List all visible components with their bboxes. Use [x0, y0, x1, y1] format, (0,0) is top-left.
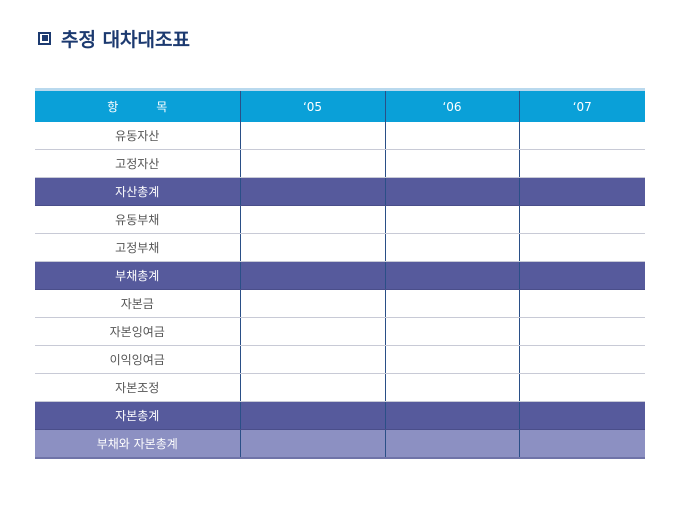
row-label: 고정부채 — [35, 233, 240, 262]
value-cell — [518, 345, 645, 374]
value-cell — [384, 401, 519, 430]
value-cell — [239, 289, 385, 318]
table-row: 유동자산 — [35, 122, 645, 150]
table-row: 고정부채 — [35, 233, 645, 262]
value-cell — [239, 177, 385, 206]
table-row: 유동부채 — [35, 205, 645, 234]
row-label: 자본잉여금 — [35, 317, 240, 346]
header-item-label: 항목 — [107, 100, 206, 114]
value-cell — [384, 177, 519, 206]
value-cell — [239, 401, 385, 430]
table-row: 자본조정 — [35, 373, 645, 402]
value-cell — [384, 122, 519, 150]
value-cell — [239, 373, 385, 402]
value-cell — [239, 429, 385, 459]
row-label: 부채와 자본총계 — [35, 429, 240, 459]
row-label: 자본조정 — [35, 373, 240, 402]
row-label: 부채총계 — [35, 261, 240, 290]
value-cell — [239, 233, 385, 262]
row-label: 고정자산 — [35, 149, 240, 178]
row-label: 자본금 — [35, 289, 240, 318]
value-cell — [518, 205, 645, 234]
value-cell — [239, 149, 385, 178]
value-cell — [518, 177, 645, 206]
page-title-text: 추정 대차대조표 — [61, 28, 190, 51]
value-cell — [384, 233, 519, 262]
balance-sheet-table: 항목 ‘05 ‘06 ‘07 유동자산 고정자산 자산총계 유동부채 고정부채 부채총계 자… — [35, 88, 645, 459]
value-cell — [518, 401, 645, 430]
value-cell — [239, 317, 385, 346]
value-cell — [239, 261, 385, 290]
value-cell — [518, 373, 645, 402]
value-cell — [239, 205, 385, 234]
value-cell — [384, 205, 519, 234]
value-cell — [518, 429, 645, 459]
table-row: 부채총계 — [35, 261, 645, 290]
header-year-07: ‘07 — [518, 88, 645, 122]
value-cell — [518, 233, 645, 262]
table-row: 부채와 자본총계 — [35, 429, 645, 459]
value-cell — [384, 149, 519, 178]
value-cell — [384, 289, 519, 318]
table-header-row: 항목 ‘05 ‘06 ‘07 — [35, 88, 645, 122]
value-cell — [384, 429, 519, 459]
value-cell — [518, 317, 645, 346]
value-cell — [384, 373, 519, 402]
value-cell — [239, 345, 385, 374]
header-year-06: ‘06 — [384, 88, 520, 122]
value-cell — [518, 149, 645, 178]
table-row: 자본잉여금 — [35, 317, 645, 346]
value-cell — [518, 122, 645, 150]
value-cell — [518, 289, 645, 318]
value-cell — [384, 317, 519, 346]
header-year-05: ‘05 — [239, 88, 386, 122]
row-label: 이익잉여금 — [35, 345, 240, 374]
square-bullet-icon — [38, 31, 51, 45]
table-row: 자본금 — [35, 289, 645, 318]
table-row: 고정자산 — [35, 149, 645, 178]
row-label: 유동자산 — [35, 122, 240, 150]
table-body: 유동자산 고정자산 자산총계 유동부채 고정부채 부채총계 자본금 자본잉여금 이익잉여금 자본조… — [35, 122, 645, 459]
row-label: 자본총계 — [35, 401, 240, 430]
row-label: 자산총계 — [35, 177, 240, 206]
table-row: 자본총계 — [35, 401, 645, 430]
table-row: 이익잉여금 — [35, 345, 645, 374]
header-item: 항목 — [35, 88, 241, 122]
value-cell — [384, 345, 519, 374]
row-label: 유동부채 — [35, 205, 240, 234]
value-cell — [239, 122, 385, 150]
value-cell — [384, 261, 519, 290]
value-cell — [518, 261, 645, 290]
page-title: 추정 대차대조표 — [38, 24, 190, 52]
table-row: 자산총계 — [35, 177, 645, 206]
